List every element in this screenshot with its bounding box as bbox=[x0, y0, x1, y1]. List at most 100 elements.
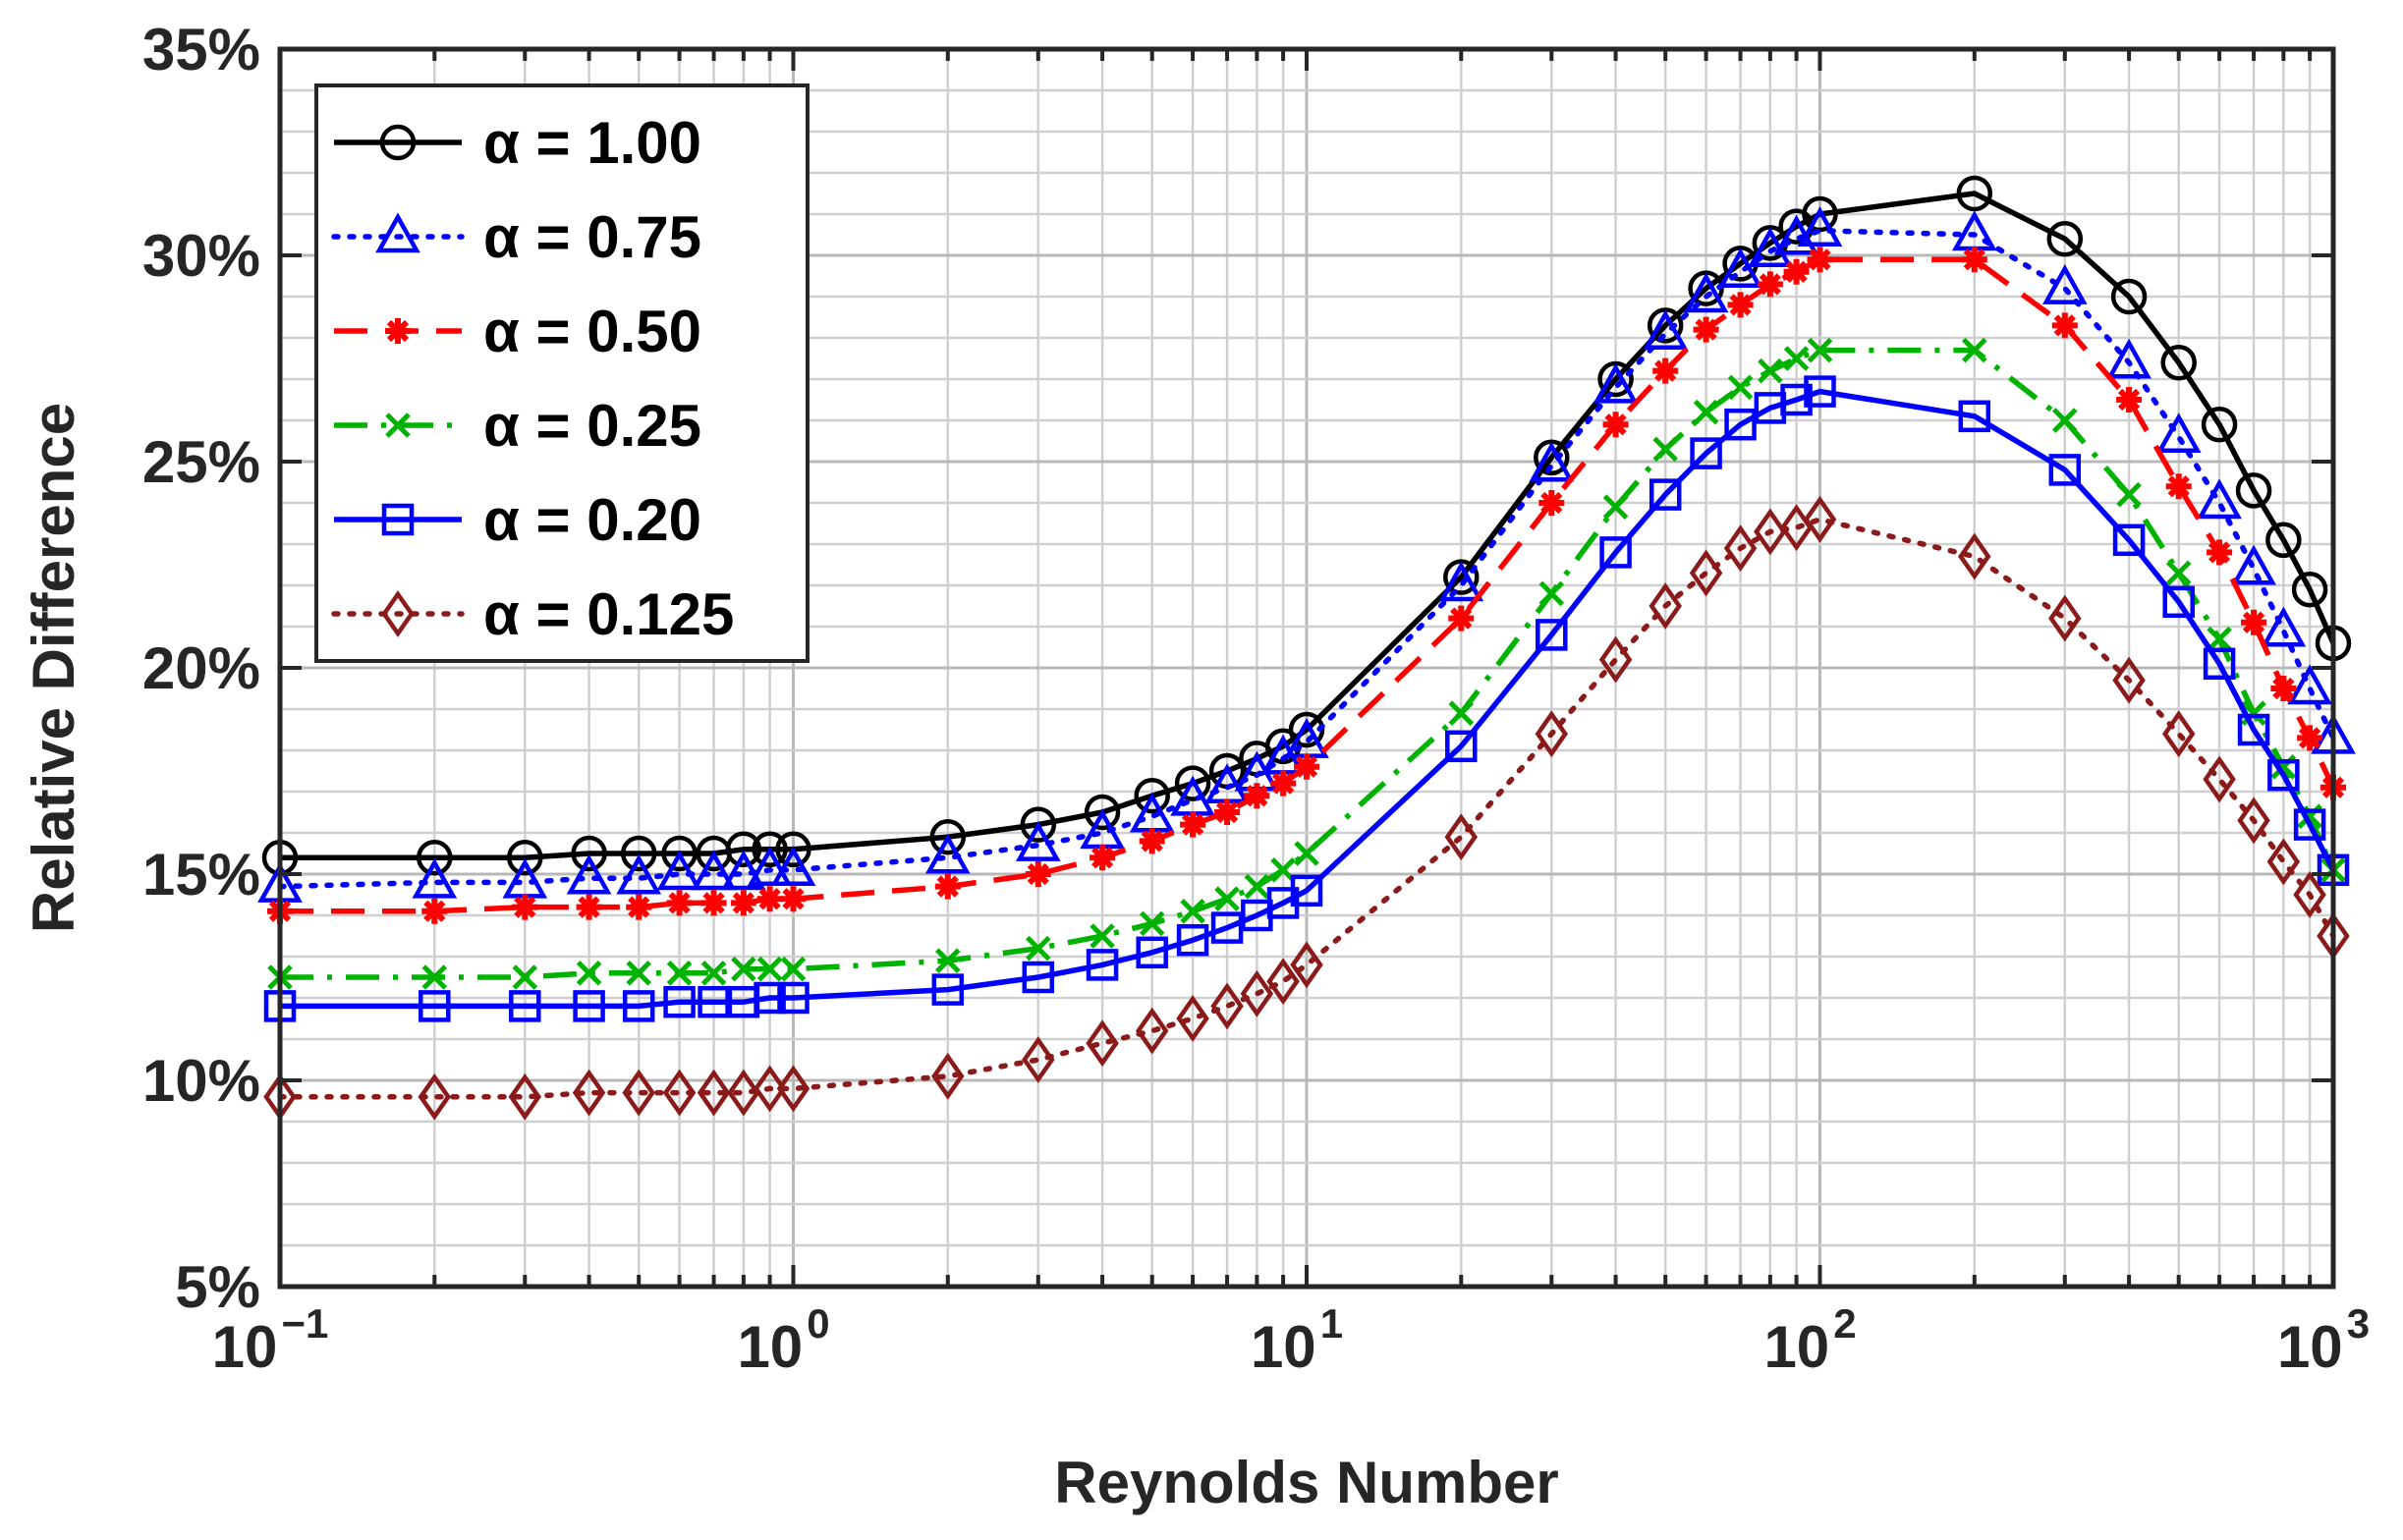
data-point bbox=[1444, 813, 1479, 861]
data-point bbox=[1090, 845, 1116, 871]
y-tick-label: 30% bbox=[142, 223, 260, 289]
data-point bbox=[2287, 664, 2332, 705]
y-tick-label: 5% bbox=[175, 1254, 260, 1320]
data-point bbox=[934, 873, 961, 900]
data-point bbox=[2160, 344, 2197, 381]
y-tick-label: 10% bbox=[142, 1048, 260, 1114]
x-tick-label: 10−1 bbox=[212, 1300, 329, 1380]
data-point bbox=[1180, 899, 1205, 924]
data-point bbox=[421, 898, 448, 924]
data-point bbox=[754, 981, 786, 1015]
data-point bbox=[1020, 806, 1057, 843]
x-tick-exponent: 1 bbox=[1320, 1300, 1343, 1347]
data-point bbox=[753, 1065, 787, 1113]
data-point bbox=[2046, 220, 2084, 257]
data-point bbox=[2162, 585, 2195, 619]
data-point bbox=[2041, 263, 2088, 304]
data-point bbox=[1134, 777, 1170, 814]
legend-label: α = 1.00 bbox=[483, 110, 701, 176]
data-point bbox=[656, 850, 702, 891]
data-point bbox=[576, 961, 602, 986]
series-line bbox=[277, 517, 2336, 1100]
data-point bbox=[691, 850, 737, 891]
series-5 bbox=[263, 495, 2350, 1121]
legend-marker bbox=[375, 212, 420, 253]
data-point bbox=[1086, 949, 1119, 981]
data-point bbox=[1535, 710, 1569, 758]
data-point bbox=[1804, 375, 1836, 408]
data-point bbox=[507, 839, 543, 876]
y-tick-label: 20% bbox=[142, 635, 260, 701]
data-point bbox=[2165, 473, 2192, 500]
data-point bbox=[2112, 523, 2146, 557]
data-point bbox=[1022, 961, 1055, 994]
data-point bbox=[700, 961, 727, 986]
x-tick-exponent: 3 bbox=[2347, 1300, 2370, 1347]
data-point bbox=[1683, 272, 1729, 313]
data-point bbox=[2293, 871, 2326, 918]
data-point bbox=[770, 846, 816, 887]
data-point bbox=[2207, 626, 2232, 652]
data-point bbox=[2237, 797, 2270, 845]
data-point bbox=[2291, 571, 2328, 608]
data-point bbox=[1643, 309, 1689, 351]
data-point bbox=[1180, 811, 1206, 838]
data-point bbox=[1958, 400, 1991, 433]
data-point bbox=[1780, 383, 1813, 416]
data-point bbox=[1958, 532, 1991, 580]
data-point bbox=[1758, 358, 1783, 384]
data-point bbox=[2161, 710, 2196, 758]
legend-label: α = 0.20 bbox=[483, 487, 701, 553]
legend-marker bbox=[385, 412, 411, 438]
data-point bbox=[1689, 549, 1723, 597]
data-point bbox=[662, 1069, 697, 1117]
data-point bbox=[2265, 522, 2302, 559]
data-point bbox=[1214, 799, 1241, 825]
data-point bbox=[931, 973, 965, 1006]
x-axis-label: Reynolds Number bbox=[1054, 1450, 1558, 1515]
data-point bbox=[1536, 619, 1568, 651]
data-point bbox=[1210, 982, 1244, 1030]
data-point bbox=[2165, 560, 2192, 586]
data-point bbox=[700, 890, 727, 916]
legend: α = 1.00 α = 0.75 α = 0.50 α = 0.25 α = 0.20… bbox=[314, 83, 810, 663]
y-axis-label: Relative Difference bbox=[21, 403, 86, 933]
y-tick-label: 35% bbox=[142, 17, 260, 82]
data-point bbox=[780, 956, 807, 982]
data-point bbox=[2235, 472, 2272, 509]
legend-label: α = 0.25 bbox=[483, 393, 701, 459]
data-point bbox=[2241, 609, 2267, 635]
series-line bbox=[280, 388, 2336, 1010]
series-2 bbox=[267, 247, 2346, 924]
data-point bbox=[1593, 362, 1639, 404]
x-tick-label: 100 bbox=[737, 1300, 829, 1380]
data-point bbox=[1529, 441, 1575, 482]
data-point bbox=[661, 835, 698, 872]
data-point bbox=[2237, 713, 2270, 746]
data-point bbox=[512, 964, 538, 990]
data-point bbox=[775, 831, 811, 868]
data-point bbox=[1139, 910, 1165, 937]
data-point bbox=[2201, 406, 2238, 443]
data-point bbox=[1290, 874, 1323, 908]
data-point bbox=[1693, 399, 1719, 425]
series-3 bbox=[267, 337, 2346, 990]
data-point bbox=[419, 990, 451, 1022]
data-point bbox=[1026, 935, 1051, 962]
data-point bbox=[935, 948, 961, 973]
data-point bbox=[2270, 676, 2297, 701]
legend-label: α = 0.50 bbox=[483, 299, 701, 364]
data-point bbox=[2106, 338, 2152, 379]
data-point bbox=[2267, 758, 2300, 792]
x-tick-label: 101 bbox=[1251, 1300, 1343, 1380]
data-point bbox=[418, 1072, 452, 1121]
data-point bbox=[1445, 730, 1478, 763]
data-point bbox=[1240, 969, 1274, 1018]
data-point bbox=[1783, 346, 1810, 371]
data-point bbox=[780, 886, 807, 912]
data-point bbox=[2203, 755, 2236, 803]
data-point bbox=[721, 850, 766, 891]
data-point bbox=[2293, 808, 2326, 841]
series-4 bbox=[263, 375, 2350, 1022]
data-point bbox=[1244, 783, 1270, 809]
